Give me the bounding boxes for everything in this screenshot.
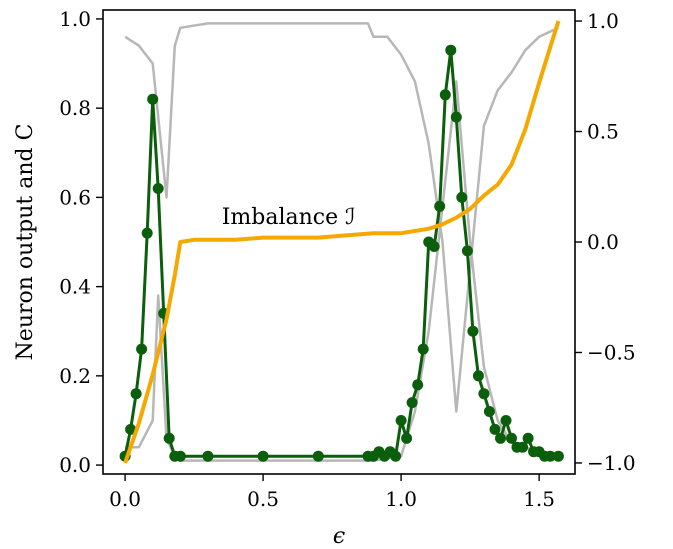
x-tick-label: 0.0 bbox=[109, 487, 141, 511]
data-point bbox=[500, 415, 512, 426]
y-axis-label: Neuron output and C bbox=[13, 124, 38, 361]
data-point bbox=[461, 245, 473, 257]
data-point bbox=[412, 379, 424, 391]
data-point bbox=[130, 388, 142, 400]
plot-area bbox=[119, 20, 564, 464]
y-tick-label: 1.0 bbox=[59, 7, 91, 31]
data-point bbox=[406, 397, 418, 409]
y2-tick-label: 0.0 bbox=[587, 230, 619, 254]
x-tick-label: 1.5 bbox=[523, 487, 555, 511]
x-tick-label: 1.0 bbox=[385, 487, 417, 511]
data-point bbox=[517, 441, 529, 453]
data-point bbox=[147, 93, 159, 105]
y2-tick-label: 1.0 bbox=[587, 9, 619, 33]
data-point bbox=[552, 450, 564, 462]
series-line-3 bbox=[125, 80, 559, 462]
y-tick-label: 0.2 bbox=[59, 364, 91, 388]
data-point bbox=[495, 432, 506, 444]
data-point bbox=[390, 450, 402, 462]
data-point bbox=[312, 450, 324, 462]
data-point bbox=[544, 450, 556, 462]
y-tick-label: 0.0 bbox=[59, 453, 91, 477]
data-point bbox=[174, 450, 186, 462]
data-point bbox=[202, 450, 214, 462]
data-point bbox=[152, 183, 164, 194]
series-line-2 bbox=[124, 22, 559, 413]
data-point bbox=[163, 432, 175, 444]
data-point bbox=[478, 388, 490, 400]
ticks: 0.0 0.5 1.0 1.5 0.0 0.2 0.4 0.6 0.8 1.0 −1.0 −0.5 0.… bbox=[59, 7, 635, 511]
data-point bbox=[136, 343, 148, 355]
data-point bbox=[257, 450, 269, 462]
y-tick-label: 0.4 bbox=[59, 275, 91, 299]
data-point bbox=[467, 325, 479, 337]
data-point bbox=[434, 200, 446, 212]
series-line-0 bbox=[123, 48, 559, 458]
data-point bbox=[395, 415, 407, 426]
x-tick-label: 0.5 bbox=[247, 487, 279, 511]
data-point bbox=[483, 406, 495, 417]
imbalance-annotation: Imbalance ℐ bbox=[222, 205, 356, 230]
data-point bbox=[450, 111, 462, 123]
data-point bbox=[445, 44, 457, 56]
x-axis-label: ϵ bbox=[333, 524, 345, 549]
y2-tick-label: −0.5 bbox=[587, 340, 636, 364]
data-point bbox=[456, 191, 468, 203]
data-point bbox=[439, 89, 451, 101]
data-point bbox=[401, 432, 413, 444]
data-point bbox=[141, 227, 153, 239]
data-point bbox=[428, 241, 440, 252]
series-line-1 bbox=[123, 20, 561, 464]
y2-tick-label: −1.0 bbox=[587, 451, 636, 475]
y2-tick-label: 0.5 bbox=[587, 120, 619, 144]
data-point bbox=[472, 370, 484, 382]
data-point bbox=[489, 423, 501, 435]
data-point bbox=[417, 343, 429, 355]
data-point bbox=[522, 432, 534, 444]
y-tick-label: 0.6 bbox=[59, 185, 91, 209]
data-point bbox=[506, 432, 517, 444]
data-point bbox=[125, 423, 137, 435]
y-tick-label: 0.8 bbox=[59, 96, 91, 120]
